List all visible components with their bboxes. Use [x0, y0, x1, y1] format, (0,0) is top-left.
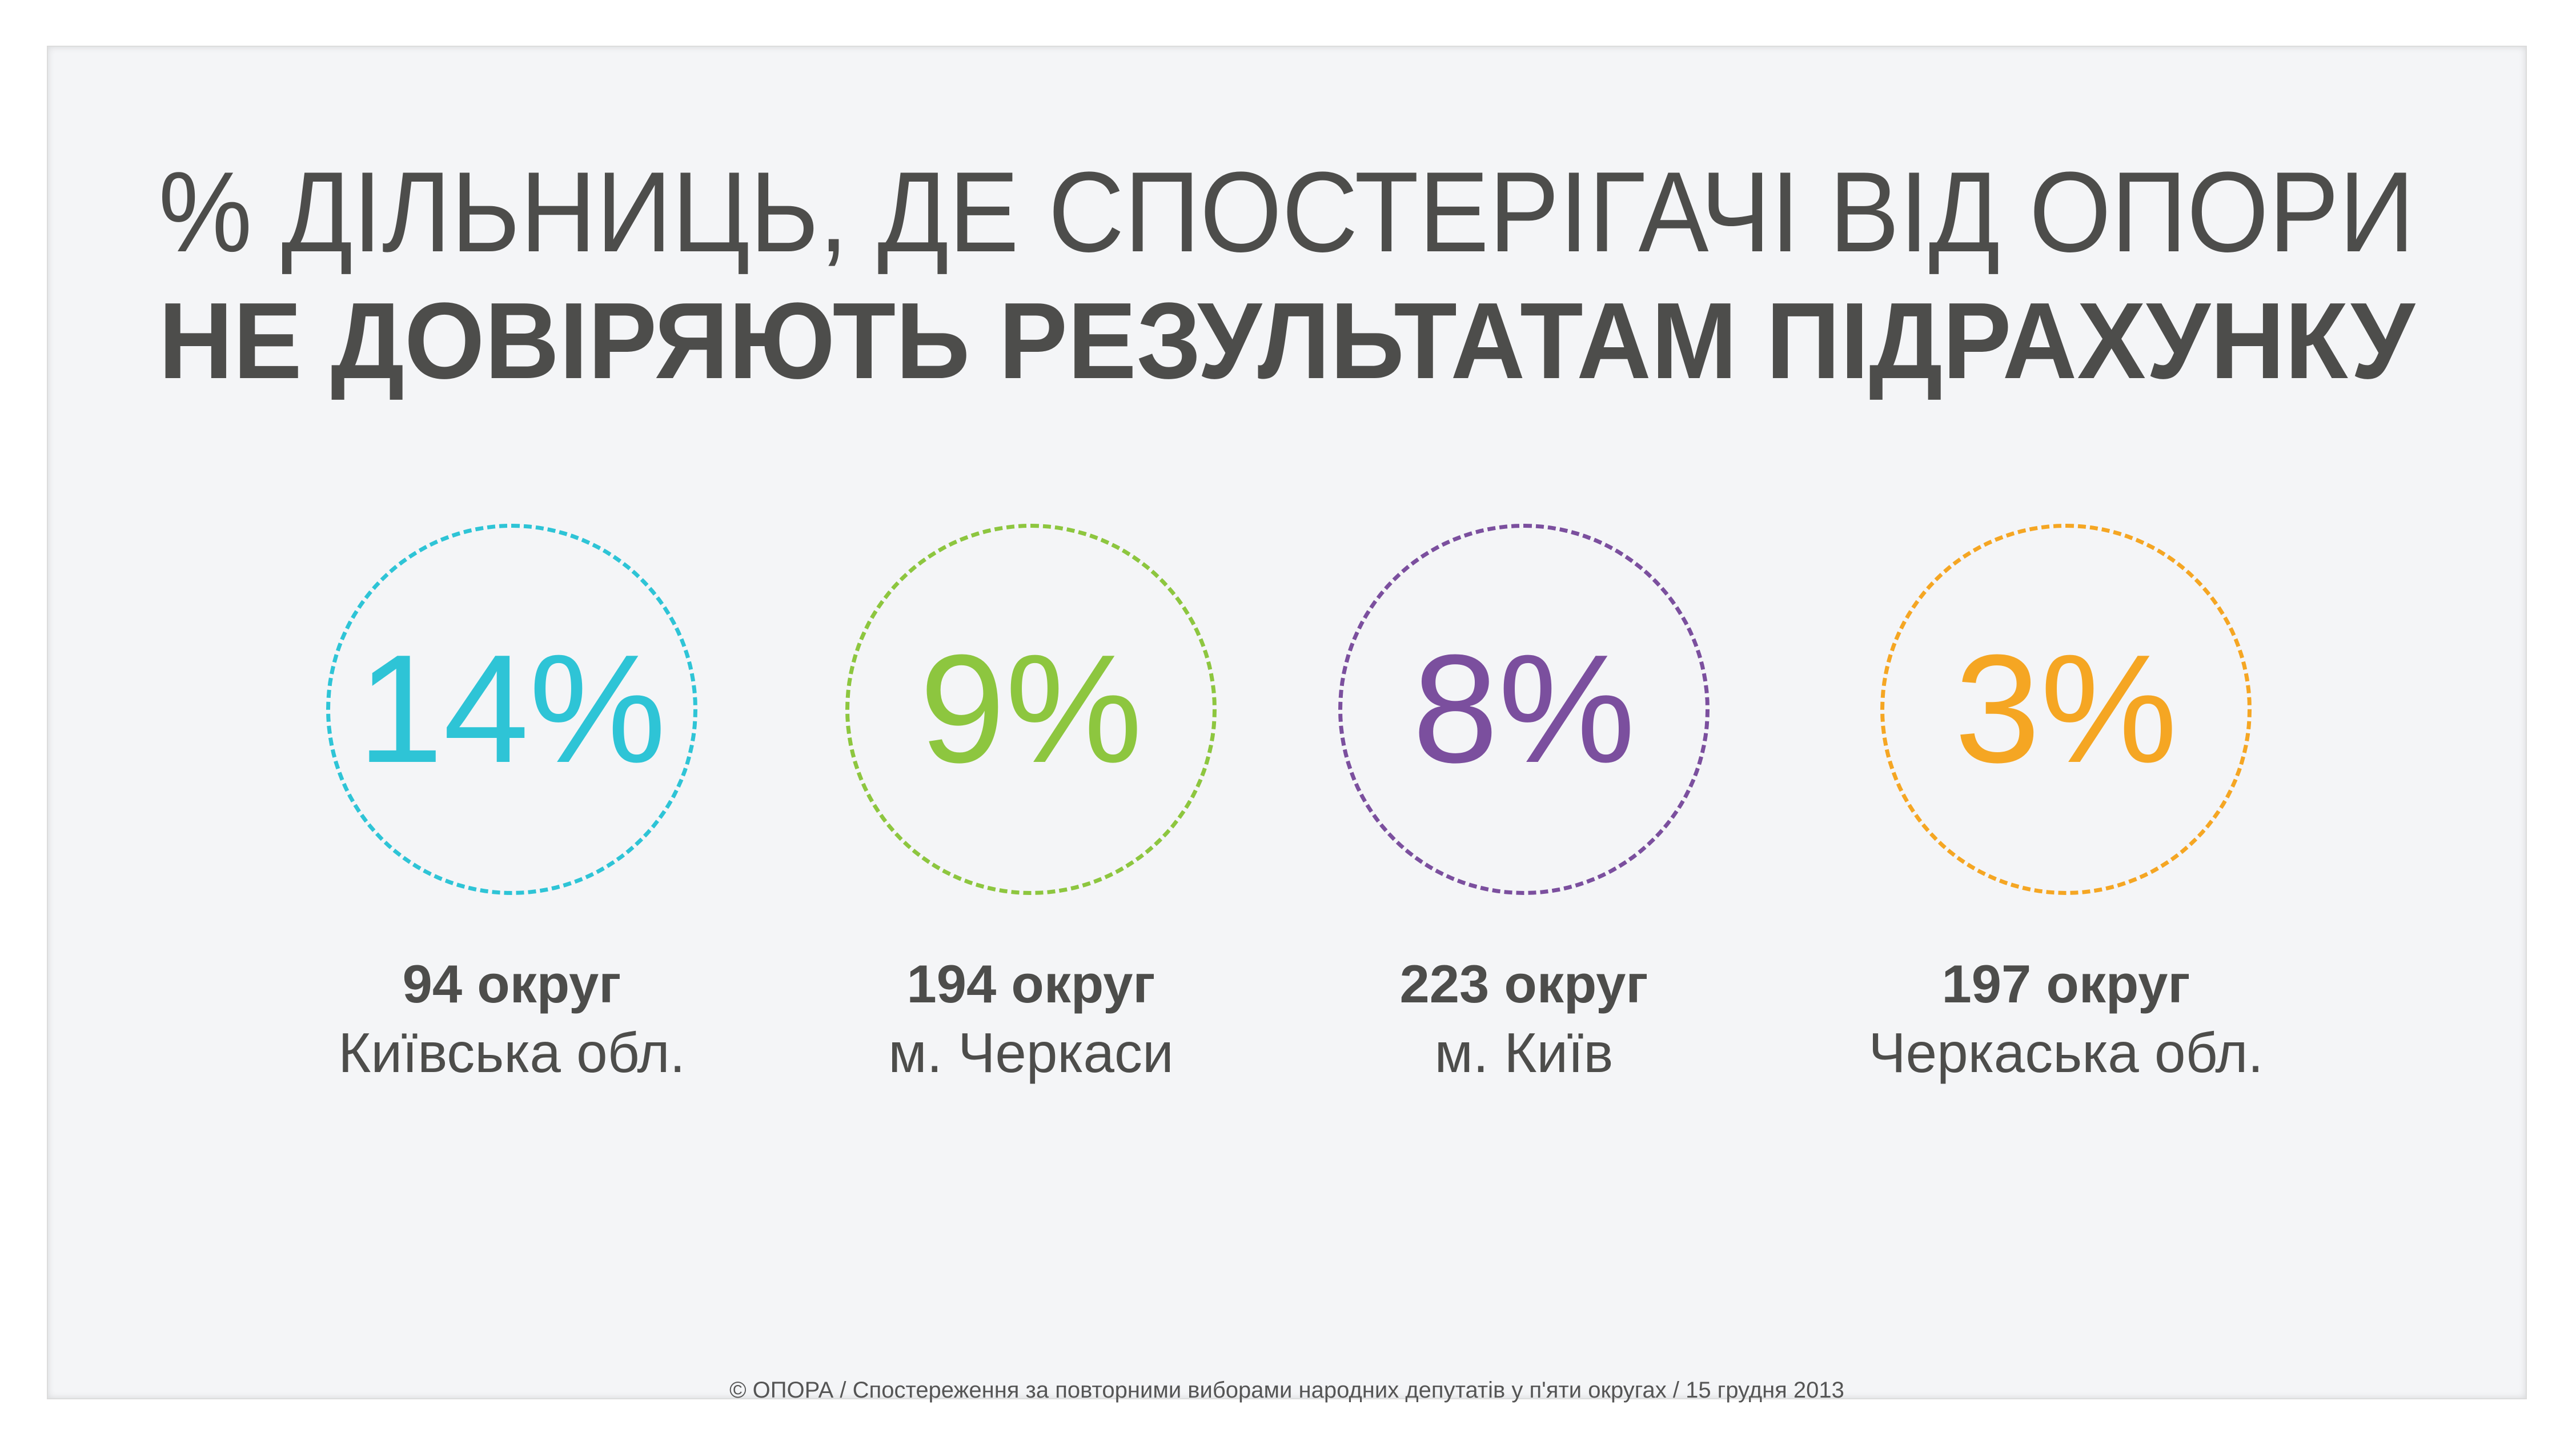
percent-circle: 8%: [1338, 524, 1710, 895]
stat-94: 14% 94 округ Київська обл.: [226, 524, 797, 1089]
title-line-1-row: % ДІЛЬНИЦЬ, ДЕ СПОСТЕРІГАЧІ ВІД ОПОРИ: [48, 155, 2526, 270]
region-label: м. Черкаси: [888, 1021, 1174, 1084]
region-label: м. Київ: [1434, 1021, 1614, 1084]
percent-circle: 3%: [1880, 524, 2252, 895]
region-label: Київська обл.: [338, 1021, 685, 1084]
title-line-2: НЕ ДОВІРЯЮТЬ РЕЗУЛЬТАТАМ ПІДРАХУНКУ: [158, 280, 2415, 402]
stat-197: 3% 197 округ Черкаська обл.: [1780, 524, 2352, 1089]
stat-223: 8% 223 округ м. Київ: [1238, 524, 1809, 1089]
district-label: 223 округ: [1399, 954, 1648, 1014]
percent-circle: 9%: [845, 524, 1217, 895]
stat-194: 9% 194 округ м. Черкаси: [745, 524, 1317, 1089]
title-line-2-row: НЕ ДОВІРЯЮТЬ РЕЗУЛЬТАТАМ ПІДРАХУНКУ: [48, 287, 2526, 395]
title-line-1: % ДІЛЬНИЦЬ, ДЕ СПОСТЕРІГАЧІ ВІД ОПОРИ: [158, 148, 2415, 276]
percent-circle: 14%: [326, 524, 697, 895]
district-label: 94 округ: [402, 954, 621, 1014]
region-label: Черкаська обл.: [1868, 1021, 2264, 1084]
infographic-panel: % ДІЛЬНИЦЬ, ДЕ СПОСТЕРІГАЧІ ВІД ОПОРИ НЕ…: [47, 46, 2527, 1403]
district-label: 197 округ: [1941, 954, 2190, 1014]
footer-credit: © ОПОРА / Спостереження за повторними ви…: [729, 1378, 1844, 1403]
district-label: 194 округ: [906, 954, 1155, 1014]
